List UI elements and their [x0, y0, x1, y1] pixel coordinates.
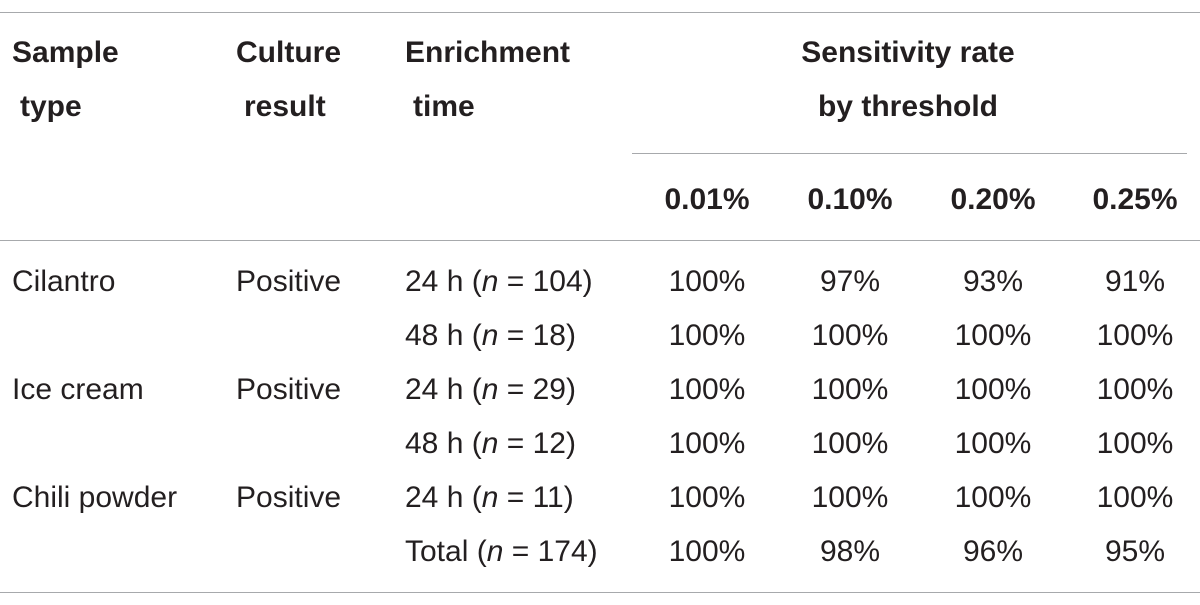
row-enrichment-time: Total (n = 174): [405, 535, 598, 569]
row-sensitivity-value: 100%: [954, 319, 1032, 352]
row-sensitivity-value: 100%: [668, 319, 746, 352]
row-sensitivity-value: 100%: [811, 319, 889, 352]
row-sensitivity-value: 100%: [811, 427, 889, 460]
row-sensitivity-value: 100%: [811, 373, 889, 406]
header-culture-result-line1: Culture: [236, 36, 341, 69]
header-threshold-0-10: 0.10%: [807, 183, 893, 216]
row-sensitivity-value: 100%: [668, 373, 746, 406]
sample-count-value: = 11): [498, 481, 574, 514]
header-sensitivity-line2: by threshold: [817, 90, 998, 123]
sample-count-value: = 174): [503, 535, 598, 568]
header-enrichment-time-line1: Enrichment: [405, 36, 571, 69]
sample-count-symbol: n: [481, 373, 499, 406]
enrichment-time-label: 48 h (: [405, 319, 482, 352]
row-sensitivity-value: 97%: [819, 265, 881, 298]
row-sensitivity-value: 100%: [668, 535, 746, 568]
enrichment-time-label: 24 h (: [405, 265, 482, 298]
row-sensitivity-value: 100%: [668, 427, 746, 460]
sensitivity-header-rule: [632, 153, 1187, 154]
header-sample-type-line2: type: [20, 90, 82, 123]
table-bottom-rule: [0, 592, 1200, 593]
row-sensitivity-value: 100%: [811, 481, 889, 514]
row-sample-type: Cilantro: [12, 265, 116, 298]
sample-count-symbol: n: [481, 481, 499, 514]
header-threshold-0-25: 0.25%: [1092, 183, 1178, 216]
enrichment-time-label: 24 h (: [405, 373, 482, 406]
sample-count-value: = 104): [498, 265, 593, 298]
enrichment-time-label: Total (: [405, 535, 487, 568]
row-enrichment-time: 24 h (n = 29): [405, 373, 576, 407]
row-enrichment-time: 24 h (n = 11): [405, 481, 574, 515]
header-culture-result-line2: result: [244, 90, 326, 123]
sample-count-value: = 18): [498, 319, 576, 352]
row-sensitivity-value: 100%: [668, 481, 746, 514]
header-bottom-rule: [0, 240, 1200, 241]
row-sample-type: Ice cream: [12, 373, 144, 406]
row-sensitivity-value: 100%: [1096, 373, 1174, 406]
enrichment-time-label: 48 h (: [405, 427, 482, 460]
row-culture-result: Positive: [236, 265, 342, 298]
row-culture-result: Positive: [236, 373, 342, 406]
sample-count-value: = 12): [498, 427, 576, 460]
row-sensitivity-value: 95%: [1104, 535, 1166, 568]
sample-count-symbol: n: [481, 427, 499, 460]
header-sample-type-line1: Sample: [12, 36, 119, 69]
table-top-rule: [0, 12, 1200, 13]
header-threshold-0-01: 0.01%: [664, 183, 750, 216]
row-enrichment-time: 24 h (n = 104): [405, 265, 593, 299]
row-sensitivity-value: 91%: [1104, 265, 1166, 298]
row-sensitivity-value: 100%: [1096, 427, 1174, 460]
sample-count-symbol: n: [481, 265, 499, 298]
row-sensitivity-value: 100%: [1096, 481, 1174, 514]
sample-count-symbol: n: [481, 319, 499, 352]
row-enrichment-time: 48 h (n = 12): [405, 427, 576, 461]
header-enrichment-time-line2: time: [413, 90, 475, 123]
row-sensitivity-value: 100%: [668, 265, 746, 298]
row-sensitivity-value: 100%: [1096, 319, 1174, 352]
row-sample-type: Chili powder: [12, 481, 178, 514]
enrichment-time-label: 24 h (: [405, 481, 482, 514]
row-sensitivity-value: 98%: [819, 535, 881, 568]
header-threshold-0-20: 0.20%: [950, 183, 1036, 216]
row-sensitivity-value: 100%: [954, 481, 1032, 514]
row-culture-result: Positive: [236, 481, 342, 514]
row-sensitivity-value: 96%: [962, 535, 1024, 568]
row-sensitivity-value: 100%: [954, 373, 1032, 406]
row-enrichment-time: 48 h (n = 18): [405, 319, 576, 353]
header-sensitivity-line1: Sensitivity rate: [801, 36, 1015, 69]
row-sensitivity-value: 93%: [962, 265, 1024, 298]
sample-count-value: = 29): [498, 373, 576, 406]
row-sensitivity-value: 100%: [954, 427, 1032, 460]
sample-count-symbol: n: [486, 535, 504, 568]
